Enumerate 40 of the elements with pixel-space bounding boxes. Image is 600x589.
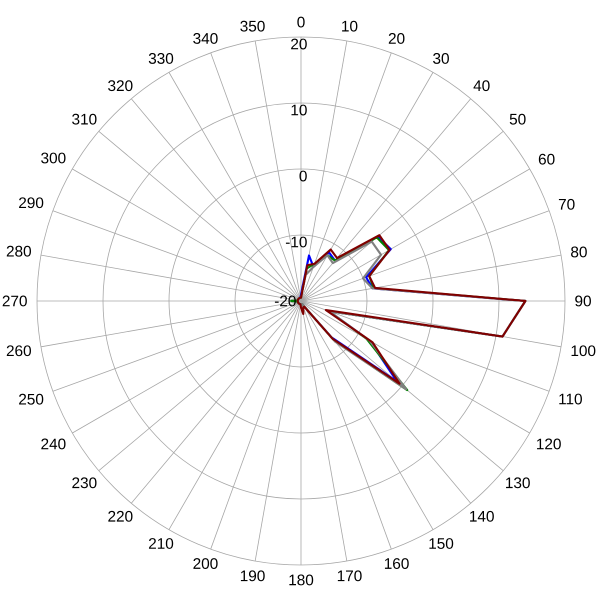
spoke-label: 260 [6,345,31,356]
spoke-label: 40 [474,80,490,92]
spoke-label: 150 [429,538,454,549]
spoke-label: 210 [148,538,174,549]
spoke-label: 80 [571,246,587,258]
spoke-label: 60 [538,154,555,165]
spoke-label: 180 [289,574,314,586]
spoke-label: 310 [72,114,97,125]
spoke-label: 50 [510,114,526,125]
spoke-label: 320 [108,80,132,92]
y-tick-label: -10 [286,236,307,248]
y-tick-label: 0 [299,170,307,182]
y-tick-label: 20 [291,38,307,50]
spoke-label: 270 [2,296,27,306]
spoke-label: 70 [558,198,575,210]
spoke-label: 250 [19,394,44,405]
spoke-label: 160 [384,558,409,569]
spoke-label: 130 [506,477,530,488]
spoke-label: 240 [41,438,66,450]
spoke-label: 220 [108,510,132,522]
y-tick-label: -20 [274,296,296,306]
spoke-label: 300 [41,152,66,164]
spoke-label: 20 [388,33,404,44]
spoke-label: 110 [559,394,582,404]
spoke-label: 350 [240,20,265,32]
spoke-label: 140 [470,510,494,522]
spoke-label: 30 [433,53,449,64]
spoke-label: 290 [19,197,44,208]
spoke-label: 190 [240,570,265,582]
spoke-label: 200 [193,558,218,569]
spoke-label: 100 [572,345,596,356]
spoke-label: 10 [342,20,358,32]
spoke-label: 340 [193,33,218,44]
y-tick-label: 10 [292,104,307,116]
spoke-label: 120 [537,438,561,450]
spoke-label: 230 [72,477,97,488]
spoke-label: 170 [338,570,362,582]
spoke-label: 90 [575,296,591,306]
spoke-label: 280 [6,246,31,257]
spoke-label: 330 [148,53,174,64]
